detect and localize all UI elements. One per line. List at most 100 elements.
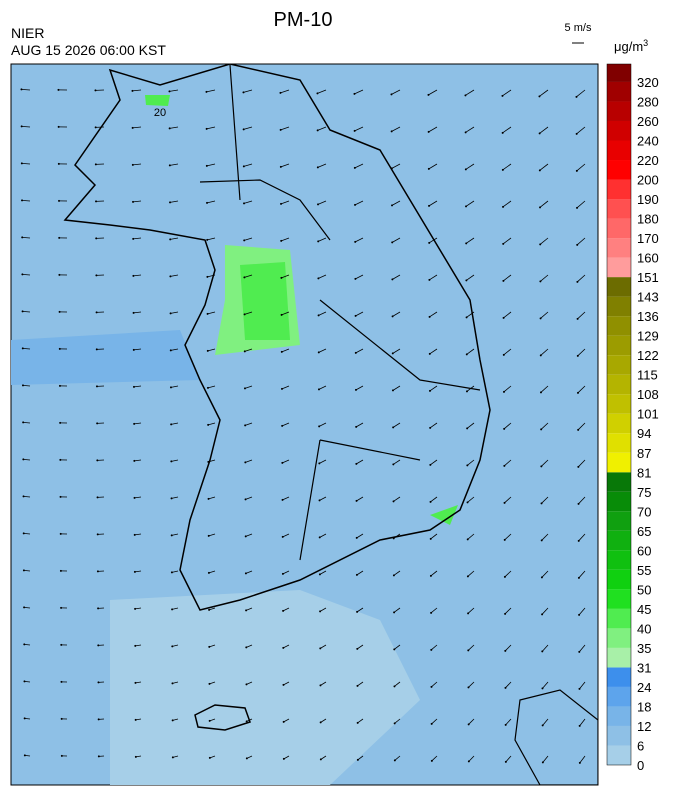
- colorbar-segment: [607, 238, 631, 258]
- colorbar-segment: [607, 706, 631, 726]
- wind-arrow-head: [58, 200, 60, 202]
- colorbar-segment: [607, 180, 631, 200]
- wind-arrow-head: [280, 277, 282, 279]
- wind-arrow-head: [22, 310, 24, 312]
- wind-arrow-head: [356, 537, 358, 539]
- wind-arrow-head: [61, 718, 63, 720]
- wind-arrow-head: [132, 164, 134, 166]
- wind-arrow-head: [577, 355, 579, 357]
- wind-arrow-head: [319, 684, 321, 686]
- wind-arrow-head: [282, 684, 284, 686]
- wind-arrow-head: [505, 761, 507, 763]
- colorbar-segment: [607, 316, 631, 336]
- wind-arrow-head: [466, 427, 468, 429]
- colorbar-label: 31: [637, 660, 651, 675]
- wind-arrow-head: [59, 422, 61, 424]
- wind-arrow-head: [169, 275, 171, 277]
- wind-arrow-head: [170, 460, 172, 462]
- wind-arrow-head: [60, 644, 62, 646]
- wind-arrow-head: [282, 499, 284, 501]
- wind-arrow-head: [393, 648, 395, 650]
- wind-arrow-head: [60, 533, 62, 535]
- wind-arrow-head: [393, 685, 395, 687]
- wind-arrow-head: [246, 720, 248, 722]
- wind-arrow-head: [541, 576, 543, 578]
- wind-arrow-head: [171, 682, 173, 684]
- wind-arrow-head: [133, 386, 135, 388]
- contour-label: 20: [154, 107, 166, 119]
- wind-arrow-head: [393, 537, 395, 539]
- wind-arrow-head: [20, 88, 22, 90]
- wind-arrow-head: [282, 647, 284, 649]
- colorbar-segment: [607, 453, 631, 473]
- wind-arrow-head: [356, 685, 358, 687]
- wind-arrow-head: [21, 236, 23, 238]
- wind-arrow-head: [504, 613, 506, 615]
- wind-arrow-head: [320, 758, 322, 760]
- wind-arrow-head: [207, 461, 209, 463]
- wind-arrow-head: [356, 611, 358, 613]
- wind-arrow-head: [430, 649, 432, 651]
- colorbar-segment: [607, 589, 631, 609]
- colorbar-segment: [607, 394, 631, 414]
- colorbar-segment: [607, 492, 631, 512]
- wind-arrow-head: [22, 458, 24, 460]
- wind-arrow-head: [208, 646, 210, 648]
- wind-arrow-head: [468, 760, 470, 762]
- wind-arrow-head: [503, 465, 505, 467]
- wind-arrow-head: [131, 90, 133, 92]
- colorbar-segment: [607, 667, 631, 687]
- colorbar-label: 170: [637, 231, 659, 246]
- wind-arrow-head: [22, 384, 24, 386]
- wind-arrow-head: [428, 168, 430, 170]
- wind-arrow-head: [505, 724, 507, 726]
- wind-arrow-head: [430, 575, 432, 577]
- wind-arrow-head: [133, 460, 135, 462]
- wind-arrow-head: [95, 163, 97, 165]
- wind-arrow-head: [393, 611, 395, 613]
- wind-arrow-head: [95, 126, 97, 128]
- timestamp: AUG 15 2026 06:00 KST: [11, 42, 166, 58]
- wind-arrow-head: [243, 165, 245, 167]
- wind-arrow-head: [60, 607, 62, 609]
- colorbar-segment: [607, 414, 631, 434]
- wind-arrow-head: [58, 163, 60, 165]
- wind-arrow-head: [578, 688, 580, 690]
- colorbar-label: 320: [637, 75, 659, 90]
- wind-arrow-head: [428, 131, 430, 133]
- colorbar-label: 18: [637, 699, 651, 714]
- wind-arrow-head: [245, 646, 247, 648]
- colorbar-label: 280: [637, 94, 659, 109]
- wind-arrow-head: [391, 204, 393, 206]
- colorbar-segment: [607, 199, 631, 219]
- wind-arrow-head: [577, 392, 579, 394]
- colorbar-label: 50: [637, 582, 651, 597]
- wind-arrow-head: [280, 129, 282, 131]
- wind-arrow-head: [354, 130, 356, 132]
- wind-arrow-head: [541, 539, 543, 541]
- wind-arrow-head: [317, 277, 319, 279]
- wind-arrow-head: [98, 755, 100, 757]
- wind-arrow-head: [318, 351, 320, 353]
- wind-arrow-head: [356, 574, 358, 576]
- wind-arrow-head: [577, 466, 579, 468]
- wind-arrow-head: [504, 687, 506, 689]
- wind-arrow-head: [467, 538, 469, 540]
- wind-arrow-head: [282, 536, 284, 538]
- wind-arrow-head: [133, 312, 135, 314]
- wind-arrow-head: [97, 681, 99, 683]
- colorbar-segment: [607, 355, 631, 375]
- wind-arrow-head: [242, 91, 244, 93]
- wind-arrow-head: [134, 608, 136, 610]
- wind-arrow-head: [429, 390, 431, 392]
- wind-arrow-head: [246, 757, 248, 759]
- wind-arrow-head: [207, 350, 209, 352]
- wind-arrow-head: [171, 497, 173, 499]
- colorbar-segment: [607, 297, 631, 317]
- wind-arrow-head: [430, 686, 432, 688]
- wind-arrow-head: [24, 717, 26, 719]
- colorbar-segment: [607, 160, 631, 180]
- wind-arrow-head: [393, 500, 395, 502]
- wind-arrow-head: [133, 423, 135, 425]
- wind-arrow-head: [430, 501, 432, 503]
